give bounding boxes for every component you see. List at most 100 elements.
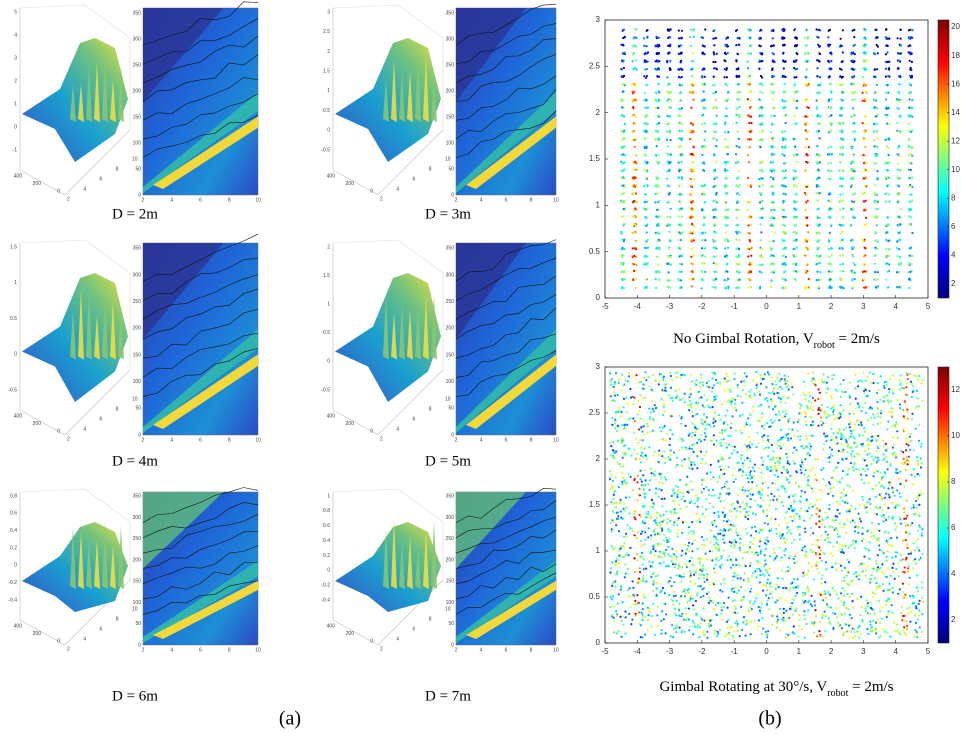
y-tick-label: 100 bbox=[133, 379, 142, 385]
point bbox=[693, 29, 695, 31]
point bbox=[652, 590, 654, 592]
point bbox=[635, 287, 637, 289]
point bbox=[818, 239, 820, 241]
point bbox=[804, 531, 806, 533]
point bbox=[785, 100, 787, 102]
point bbox=[775, 457, 777, 459]
point bbox=[715, 217, 717, 219]
point bbox=[786, 386, 788, 388]
point bbox=[783, 185, 785, 187]
point bbox=[782, 231, 784, 233]
point bbox=[826, 392, 828, 394]
point bbox=[620, 68, 622, 70]
y-tick-label: 400 bbox=[14, 623, 23, 629]
point bbox=[747, 255, 749, 257]
point bbox=[812, 532, 814, 534]
point bbox=[622, 477, 624, 479]
point bbox=[787, 462, 789, 464]
point bbox=[724, 279, 726, 281]
point bbox=[738, 170, 740, 172]
point bbox=[850, 505, 852, 507]
point bbox=[772, 29, 774, 31]
point bbox=[624, 186, 626, 188]
y-tick-label: 250 bbox=[446, 299, 455, 305]
point bbox=[773, 224, 775, 226]
point bbox=[623, 75, 625, 77]
panel-label: (a) bbox=[279, 708, 301, 730]
point bbox=[712, 38, 714, 40]
point bbox=[702, 513, 704, 515]
point bbox=[840, 45, 842, 47]
point bbox=[814, 504, 816, 506]
point bbox=[609, 476, 611, 478]
point bbox=[818, 186, 820, 188]
point bbox=[853, 463, 855, 465]
point bbox=[675, 512, 677, 514]
point bbox=[773, 201, 775, 203]
point bbox=[875, 622, 877, 624]
point bbox=[864, 459, 866, 461]
point bbox=[647, 511, 649, 513]
point bbox=[785, 216, 787, 218]
point bbox=[806, 29, 808, 31]
point bbox=[918, 603, 920, 605]
point bbox=[858, 578, 860, 580]
point bbox=[744, 372, 746, 374]
point bbox=[790, 532, 792, 534]
point bbox=[704, 130, 706, 132]
point bbox=[710, 530, 712, 532]
point bbox=[887, 632, 889, 634]
point bbox=[863, 139, 865, 141]
point bbox=[666, 178, 668, 180]
point bbox=[913, 449, 915, 451]
point bbox=[632, 587, 634, 589]
point bbox=[621, 615, 623, 617]
point bbox=[692, 84, 694, 86]
point bbox=[713, 246, 715, 248]
point bbox=[883, 397, 885, 399]
point bbox=[828, 248, 830, 250]
point bbox=[816, 162, 818, 164]
point bbox=[679, 627, 681, 629]
point bbox=[736, 177, 738, 179]
point bbox=[692, 255, 694, 257]
y-tick-label: 250 bbox=[446, 536, 455, 542]
y-tick-label: 0 bbox=[370, 638, 373, 644]
point bbox=[874, 271, 876, 273]
point bbox=[702, 83, 704, 85]
y-tick-label: 350 bbox=[133, 494, 142, 500]
point bbox=[623, 240, 625, 242]
point bbox=[852, 162, 854, 164]
point bbox=[820, 417, 822, 419]
point bbox=[851, 278, 853, 280]
point bbox=[715, 263, 717, 265]
x-tick-label: 2 bbox=[455, 197, 458, 203]
point bbox=[762, 184, 764, 186]
point bbox=[837, 413, 839, 415]
point bbox=[724, 131, 726, 133]
point bbox=[876, 84, 878, 86]
x-tick-label: 8 bbox=[228, 437, 231, 443]
point bbox=[839, 264, 841, 266]
point bbox=[626, 424, 628, 426]
point bbox=[797, 528, 799, 530]
point bbox=[628, 372, 630, 374]
point bbox=[758, 185, 760, 187]
point bbox=[885, 139, 887, 141]
point bbox=[703, 107, 705, 109]
point bbox=[898, 232, 900, 234]
point bbox=[911, 200, 913, 202]
point bbox=[701, 247, 703, 249]
point bbox=[854, 521, 856, 523]
point bbox=[899, 116, 901, 118]
point bbox=[795, 270, 797, 272]
point bbox=[864, 254, 866, 256]
point bbox=[864, 192, 866, 194]
point bbox=[723, 602, 725, 604]
point bbox=[801, 459, 803, 461]
point bbox=[717, 544, 719, 546]
point bbox=[678, 37, 680, 39]
point bbox=[911, 474, 913, 476]
point bbox=[798, 625, 800, 627]
point bbox=[760, 209, 762, 211]
